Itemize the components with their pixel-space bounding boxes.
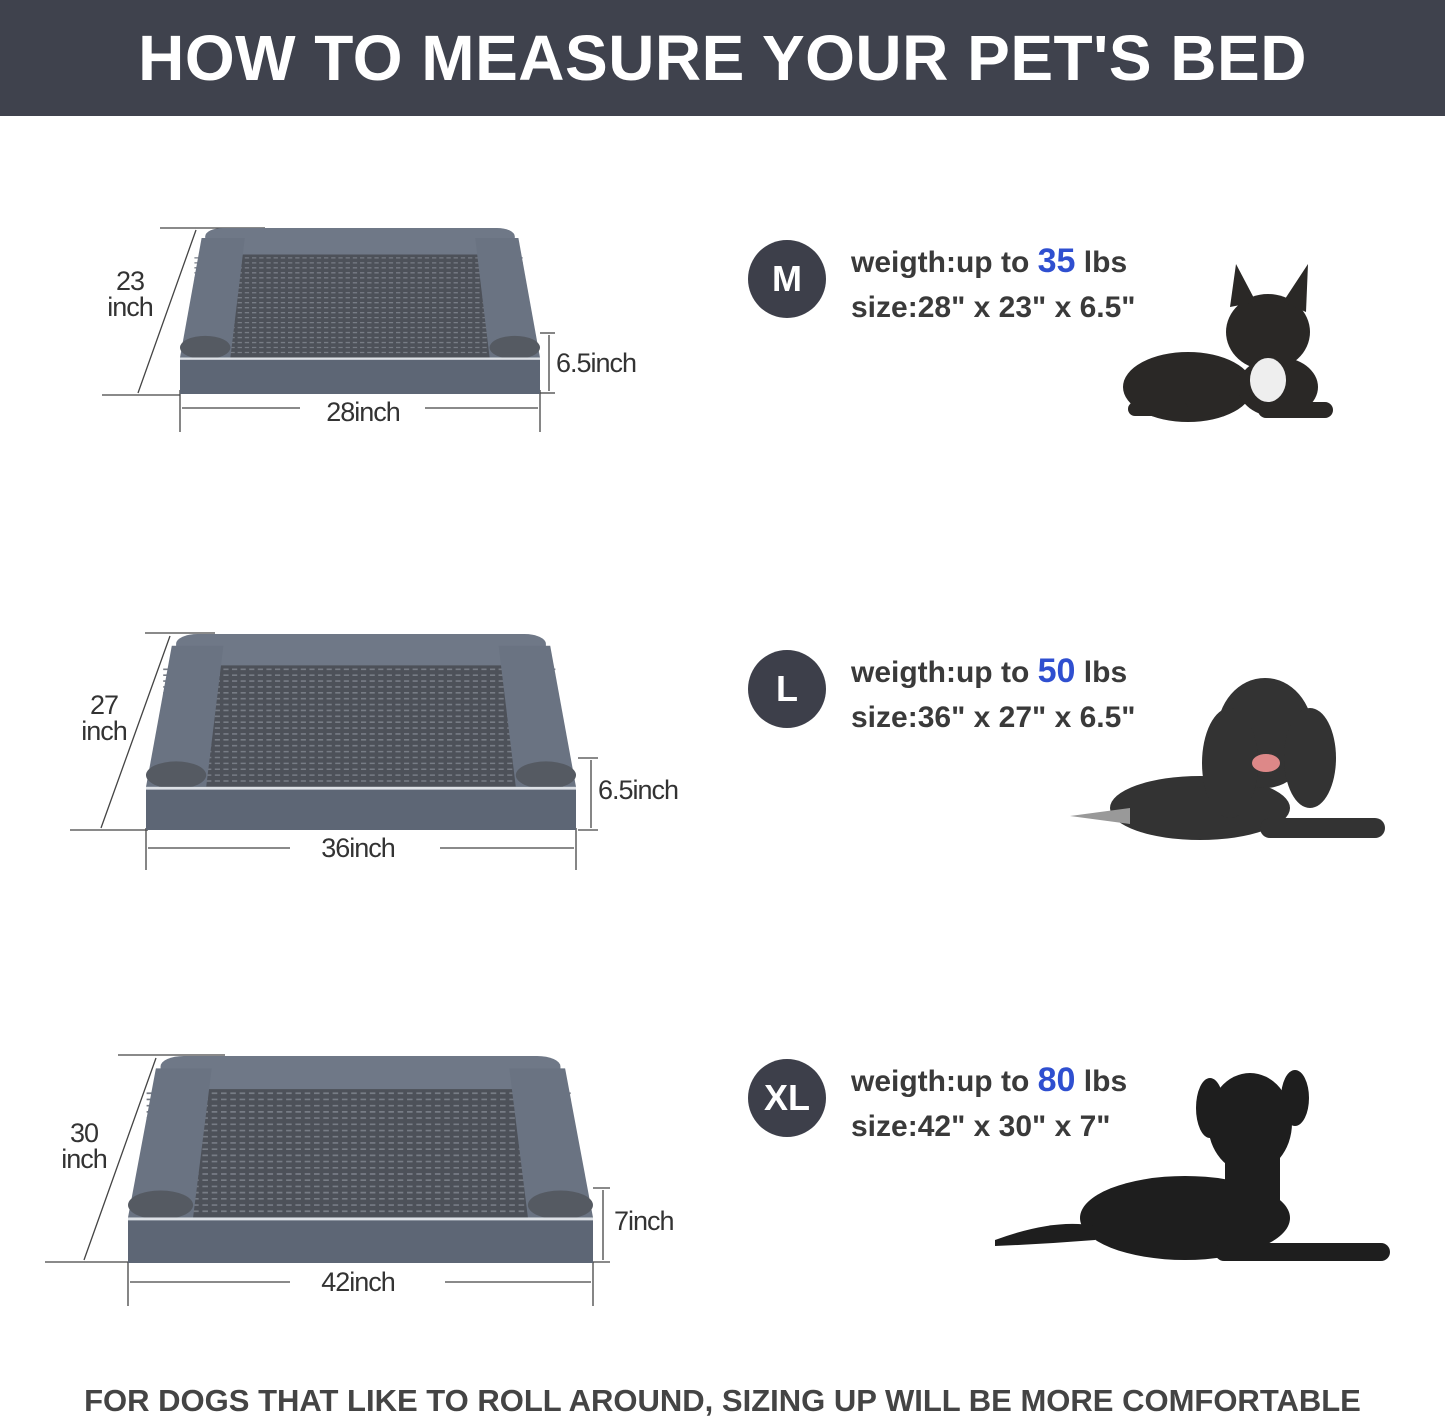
- height-label: 7inch: [614, 1206, 675, 1236]
- size-badge-xl: XL: [748, 1059, 826, 1137]
- spec-m: weigth:up to 35 lbs size:28" x 23" x 6.5…: [851, 242, 1136, 324]
- bed-image-xl: [128, 1056, 593, 1263]
- width-label: 42inch: [321, 1267, 396, 1297]
- spec-xl: weigth:up to 80 lbs size:42" x 30" x 7": [851, 1061, 1128, 1143]
- width-label: 36inch: [321, 833, 396, 863]
- height-label: 6.5inch: [598, 775, 679, 805]
- page-title: HOW TO MEASURE YOUR PET'S BED: [138, 22, 1307, 94]
- depth-label: 30 inch: [61, 1118, 108, 1174]
- header-banner: HOW TO MEASURE YOUR PET'S BED: [0, 0, 1445, 116]
- french-bulldog-image: [1118, 262, 1338, 430]
- depth-label: 27 inch: [81, 690, 128, 746]
- bed-image-l: [146, 634, 576, 830]
- spec-l: weigth:up to 50 lbs size:36" x 27" x 6.5…: [851, 652, 1136, 734]
- width-label: 28inch: [326, 397, 401, 427]
- cocker-spaniel-image: [1070, 668, 1388, 850]
- height-label: 6.5inch: [556, 348, 637, 378]
- footer-note: FOR DOGS THAT LIKE TO ROLL AROUND, SIZIN…: [84, 1383, 1361, 1418]
- depth-label: 23 inch: [107, 266, 154, 322]
- bed-image-m: [180, 228, 540, 394]
- size-badge-m: M: [748, 240, 826, 318]
- labrador-image: [995, 1068, 1393, 1274]
- size-badge-l: L: [748, 650, 826, 728]
